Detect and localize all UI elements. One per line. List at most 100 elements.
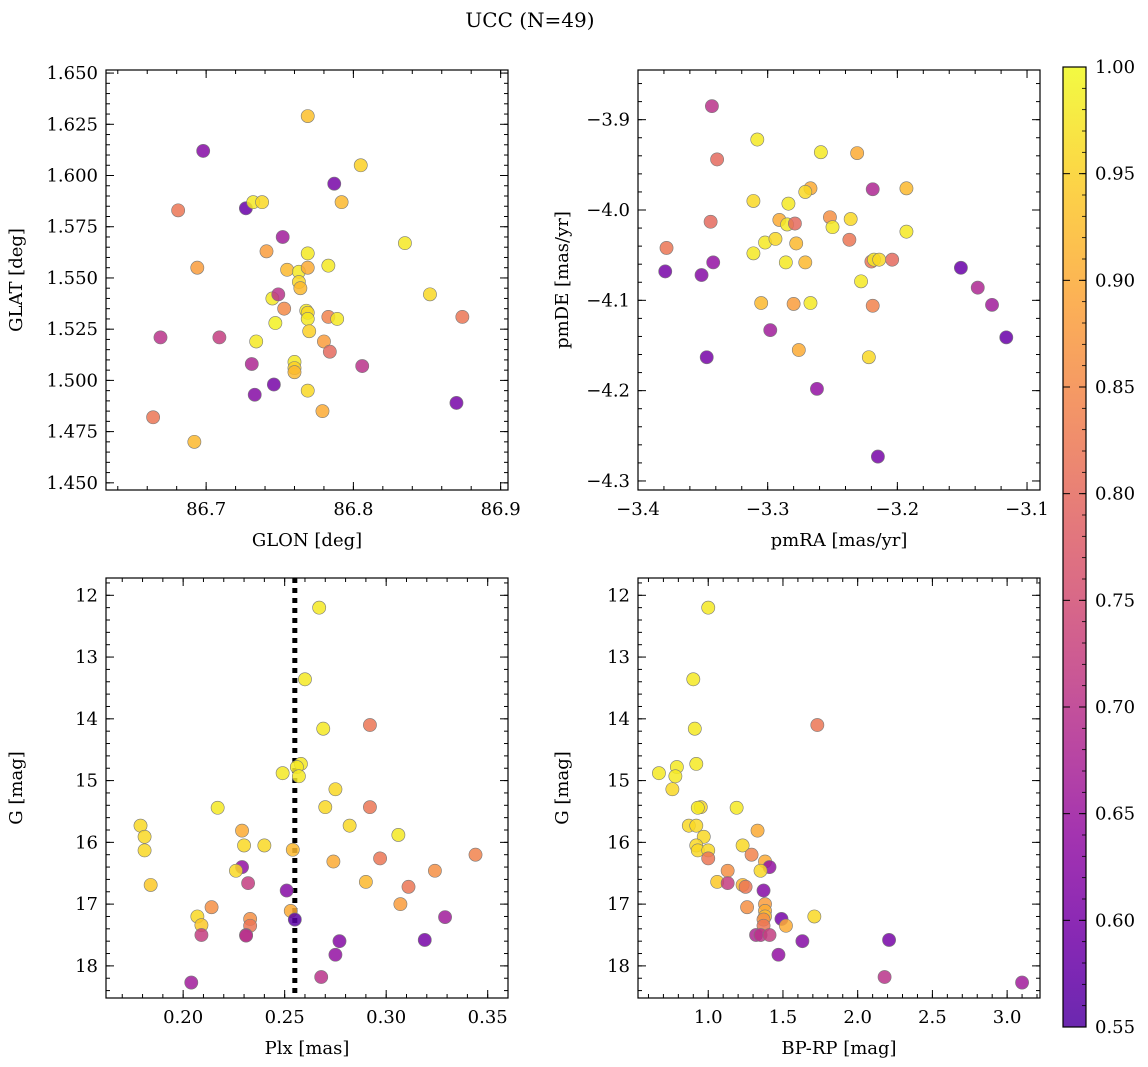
scatter-point bbox=[300, 109, 315, 123]
scatter-point bbox=[795, 934, 810, 949]
y-tick-label: 12 bbox=[607, 585, 630, 606]
scatter-point bbox=[247, 387, 262, 402]
scatter-point bbox=[825, 220, 840, 235]
scatter-point bbox=[694, 268, 709, 282]
scatter-point bbox=[363, 800, 377, 815]
y-axis-label: pmDE [mas/yr] bbox=[552, 211, 573, 349]
scatter-point bbox=[244, 357, 259, 371]
y-tick-label: 1.625 bbox=[46, 114, 98, 135]
y-tick-label: 1.525 bbox=[46, 319, 98, 340]
scatter-point bbox=[810, 381, 824, 396]
scatter-point bbox=[710, 152, 725, 167]
scatter-point bbox=[786, 297, 801, 311]
scatter-point bbox=[652, 766, 666, 781]
scatter-point bbox=[287, 365, 302, 380]
scatter-point bbox=[300, 260, 315, 275]
x-tick-label: 86.9 bbox=[481, 499, 521, 520]
x-tick-label: 1.0 bbox=[694, 1007, 723, 1028]
scatter-point bbox=[750, 132, 765, 147]
scatter-point bbox=[449, 396, 464, 410]
scatter-point bbox=[277, 301, 292, 316]
scatter-point bbox=[798, 255, 813, 270]
scatter-point bbox=[690, 800, 705, 815]
y-tick-label: 15 bbox=[607, 771, 630, 792]
scatter-point bbox=[754, 296, 769, 310]
scatter-point bbox=[762, 928, 777, 942]
y-tick-label: −4.2 bbox=[586, 381, 630, 402]
scatter-point bbox=[302, 324, 317, 339]
axes-frame bbox=[637, 69, 1041, 491]
y-tick-label: 1.600 bbox=[46, 166, 98, 187]
x-axis-label: GLON [deg] bbox=[252, 530, 362, 551]
scatter-point bbox=[468, 847, 483, 862]
scatter-point bbox=[322, 344, 337, 359]
x-tick-label: 2.5 bbox=[918, 1007, 947, 1028]
scatter-point bbox=[255, 195, 269, 210]
scatter-point bbox=[332, 934, 347, 949]
scatter-point bbox=[241, 876, 256, 891]
scatter-point bbox=[658, 264, 673, 279]
scatter-point bbox=[212, 330, 227, 345]
scatter-point bbox=[746, 194, 761, 208]
scatter-point bbox=[778, 255, 793, 270]
scatter-point bbox=[865, 182, 880, 197]
scatter-point bbox=[229, 863, 243, 878]
panel-3: 0.20 0.25 0.30 0.35 12 13 14 15 16 17 18 Plx [mas] G… bbox=[6, 577, 509, 1059]
scatter-point bbox=[885, 252, 900, 267]
scatter-point bbox=[899, 224, 914, 239]
scatter-point bbox=[300, 383, 315, 398]
scatter-point bbox=[668, 769, 683, 784]
scatter-point bbox=[190, 260, 205, 275]
scatter-point bbox=[788, 216, 802, 231]
x-tick-label: 86.8 bbox=[333, 499, 373, 520]
scatter-point bbox=[659, 241, 674, 255]
scatter-point bbox=[768, 232, 783, 246]
y-axis-label: G [mag] bbox=[552, 751, 573, 824]
colorbar-gradient bbox=[1062, 66, 1087, 1028]
scatter-point bbox=[171, 203, 186, 218]
scatter-point bbox=[699, 350, 714, 365]
scatter-point bbox=[353, 158, 368, 173]
scatter-point bbox=[237, 838, 251, 853]
scatter-point bbox=[428, 863, 442, 878]
scatter-point bbox=[779, 918, 793, 933]
colorbar-tick-label: 0.60 bbox=[1095, 910, 1135, 931]
scatter-point bbox=[334, 195, 349, 210]
scatter-point bbox=[393, 897, 408, 912]
scatter-point bbox=[771, 947, 786, 962]
scatter-point bbox=[235, 823, 249, 838]
y-tick-label: 14 bbox=[607, 709, 630, 730]
scatter-point bbox=[703, 214, 718, 229]
x-tick-label: 86.7 bbox=[186, 499, 226, 520]
y-tick-label: 1.550 bbox=[46, 268, 98, 289]
scatter-point bbox=[315, 404, 330, 419]
scatter-point bbox=[423, 287, 437, 302]
x-tick-label: −3.2 bbox=[875, 499, 919, 520]
x-tick-label: −3.4 bbox=[616, 499, 660, 520]
x-tick-label: 3.0 bbox=[993, 1007, 1022, 1028]
scatter-point bbox=[330, 312, 345, 326]
scatter-point bbox=[854, 274, 868, 289]
scatter-point bbox=[271, 287, 286, 302]
colorbar-tick-label: 0.70 bbox=[1095, 697, 1135, 718]
scatter-point bbox=[791, 343, 806, 357]
scatter-point bbox=[705, 99, 719, 114]
y-tick-label: 18 bbox=[75, 956, 98, 977]
colorbar: 0.55 0.60 0.65 0.70 0.75 0.80 0.85 0.90 0.95 1.00 bbox=[1062, 57, 1135, 1038]
scatter-point bbox=[137, 843, 152, 858]
scatter-point bbox=[665, 782, 680, 797]
scatter-point bbox=[194, 928, 209, 942]
scatter-point bbox=[687, 721, 702, 736]
y-tick-label: 12 bbox=[75, 585, 98, 606]
scatter-point bbox=[738, 879, 753, 894]
scatter-point bbox=[314, 970, 329, 984]
scatter-point bbox=[275, 230, 290, 244]
scatter-point bbox=[899, 181, 914, 196]
scatter-point bbox=[266, 377, 281, 392]
scatter-point bbox=[740, 900, 754, 915]
colorbar-tick-label: 1.00 bbox=[1095, 57, 1135, 78]
scatter-point bbox=[781, 196, 796, 211]
scatter-point bbox=[316, 721, 331, 736]
scatter-point bbox=[953, 260, 968, 275]
